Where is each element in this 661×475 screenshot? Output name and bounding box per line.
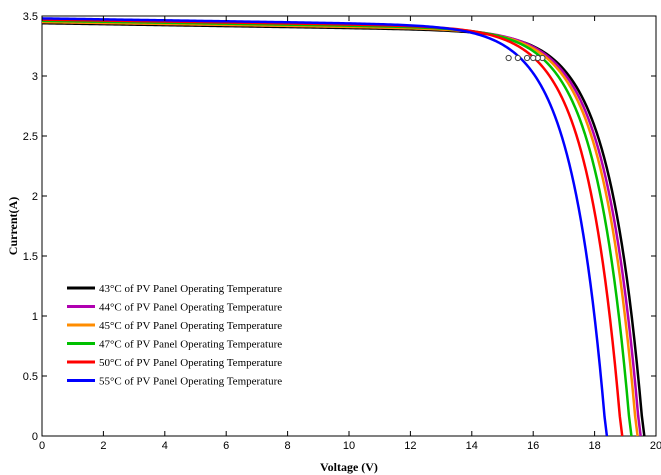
mpp-markers <box>505 54 546 62</box>
y-tick-label: 0 <box>32 431 38 443</box>
axis-ticks: 0 2 4 6 8 10 12 14 16 18 20 0 0.5 1 1.5 2 2.5 3 3.5 <box>23 11 661 452</box>
legend-label: 45°C of PV Panel Operating Temperature <box>99 320 282 332</box>
x-tick-label: 8 <box>285 440 291 452</box>
x-tick-label: 4 <box>162 440 168 452</box>
legend-label: 43°C of PV Panel Operating Temperature <box>99 283 282 295</box>
legend-label: 55°C of PV Panel Operating Temperature <box>99 376 282 388</box>
series-curves <box>41 17 646 437</box>
x-tick-label: 10 <box>343 440 355 452</box>
x-tick-label: 20 <box>650 440 661 452</box>
y-tick-label: 1.5 <box>23 251 38 263</box>
mpp-point <box>505 54 512 62</box>
y-tick-label: 3 <box>32 71 38 83</box>
plot-area <box>41 15 657 437</box>
x-tick-label: 14 <box>466 440 478 452</box>
legend-label: 44°C of PV Panel Operating Temperature <box>99 302 282 314</box>
y-axis-label: Current(A) <box>6 197 20 255</box>
y-tick-label: 1 <box>32 311 38 323</box>
mpp-point <box>523 54 531 62</box>
y-tick-label: 3.5 <box>23 11 38 23</box>
x-tick-label: 0 <box>39 440 45 452</box>
x-axis-label: Voltage (V) <box>320 460 378 474</box>
y-tick-label: 2 <box>32 191 38 203</box>
mpp-point <box>514 54 521 62</box>
mpp-point <box>530 54 537 62</box>
y-tick-label: 2.5 <box>23 131 38 143</box>
x-tick-label: 16 <box>527 440 539 452</box>
x-tick-label: 2 <box>100 440 106 452</box>
series-line <box>41 17 609 437</box>
legend-label: 47°C of PV Panel Operating Temperature <box>99 339 282 351</box>
x-tick-label: 6 <box>223 440 229 452</box>
x-tick-label: 18 <box>588 440 600 452</box>
legend-label: 50°C of PV Panel Operating Temperature <box>99 357 282 369</box>
y-tick-label: 0.5 <box>23 371 38 383</box>
x-tick-label: 12 <box>404 440 416 452</box>
legend: 43°C of PV Panel Operating Temperature 44… <box>67 283 282 388</box>
